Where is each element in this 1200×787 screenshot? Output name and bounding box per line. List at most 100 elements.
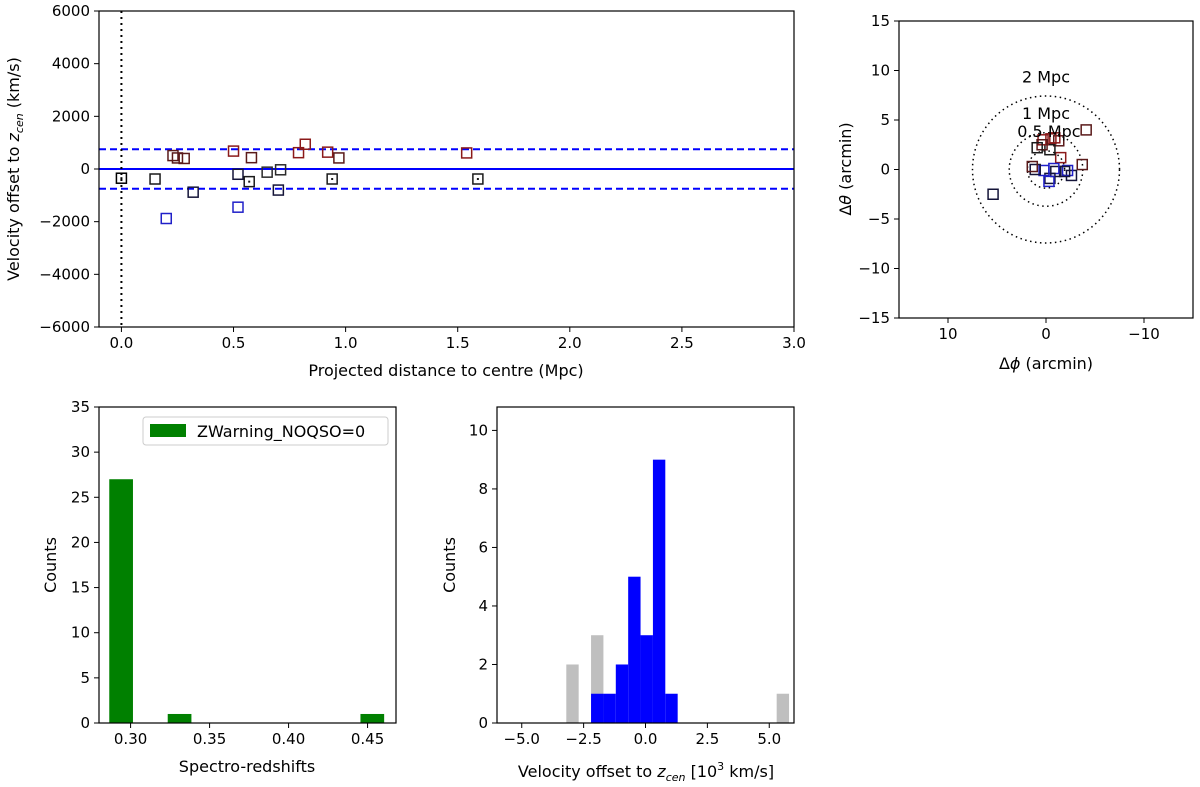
galaxy-point	[187, 186, 199, 198]
redshift-legend-swatch	[150, 424, 186, 437]
galaxy-point	[321, 146, 334, 158]
velocity-histogram-panel: −5.0 −2.5 0.0 2.5 5.0 0 2 4 6 8 10 Velocity offset…	[440, 406, 795, 784]
sky-map-ytick-label: 5	[880, 111, 890, 129]
member-velocity-bar	[665, 693, 678, 723]
galaxy-point	[460, 147, 473, 159]
galaxy-position	[1038, 164, 1050, 177]
velocity-distance-ylabel-sub: cen	[13, 113, 26, 133]
redshift-histogram-ytick-label: 20	[71, 533, 90, 551]
aperture-label: 0.5 Mpc	[1017, 122, 1080, 141]
velocity-distance-xtick-label: 1.5	[446, 334, 470, 352]
all-velocity-bar	[776, 693, 790, 723]
velocity-distance-xtick-label: 2.5	[670, 334, 694, 352]
galaxy-position	[1058, 165, 1071, 178]
galaxy-point	[292, 146, 305, 159]
velocity-histogram-ytick-label: 4	[478, 597, 488, 615]
sky-map-xtick-label: 10	[938, 325, 957, 343]
galaxy-position	[1044, 172, 1056, 185]
velocity-distance-panel: 0.0 0.5 1.0 1.5 2.0 2.5 3.0 −6000 −4000 −2000 0 200…	[4, 2, 806, 380]
sky-map-frame	[898, 20, 1194, 319]
velocity-distance-ylabel-main: Velocity offset to	[4, 142, 23, 281]
galaxy-point-center	[248, 180, 251, 183]
redshift-histogram-ytick-label: 25	[71, 488, 90, 506]
velocity-histogram-xtick-label: 0.0	[634, 730, 658, 748]
sky-map-ytick-label: 15	[871, 12, 890, 30]
velocity-distance-ylabel-unit: (km/s)	[4, 57, 23, 113]
galaxy-point	[171, 152, 184, 164]
galaxy-point	[272, 184, 285, 196]
all-velocity-bar	[566, 664, 579, 723]
galaxy-position	[1050, 165, 1062, 178]
sky-map-xlabel-var: ϕ	[1010, 354, 1021, 373]
redshift-histogram-xtick-label: 0.40	[272, 730, 305, 748]
redshift-bar	[109, 479, 133, 723]
velocity-distance-ytick-label: 4000	[52, 55, 90, 73]
redshift-legend: ZWarning_NOQSO=0	[142, 416, 389, 446]
galaxy-point	[261, 166, 273, 178]
galaxy-point	[299, 138, 312, 150]
velocity-histogram-frame	[496, 406, 795, 724]
redshift-histogram-xtick-label: 0.30	[114, 730, 147, 748]
velocity-distance-xlabel: Projected distance to centre (Mpc)	[308, 361, 583, 380]
galaxy-point-center	[476, 178, 479, 181]
galaxy-point	[160, 212, 173, 225]
redshift-histogram-ytick-label: 0	[80, 714, 90, 732]
aperture-circle	[971, 95, 1121, 244]
member-velocity-bar	[628, 576, 641, 723]
galaxy-point	[333, 152, 345, 164]
velocity-histogram-xlabel-main: Velocity offset to	[518, 762, 657, 781]
velocity-histogram-ytick-label: 2	[478, 655, 488, 673]
galaxy-point	[227, 145, 240, 157]
velocity-distance-frame	[98, 10, 795, 328]
sky-map-ytick-label: 0	[880, 161, 890, 179]
aperture-label: 2 Mpc	[1022, 67, 1070, 86]
galaxy-position	[1052, 135, 1065, 147]
galaxy-position	[1031, 141, 1043, 154]
sky-map-xtick-label: 0	[1041, 325, 1051, 343]
redshift-legend-box	[142, 416, 389, 446]
velocity-distance-ytick-label: −6000	[39, 318, 90, 336]
galaxy-position	[1054, 151, 1067, 164]
galaxy-point	[274, 164, 287, 176]
redshift-histogram-ytick-label: 5	[80, 669, 90, 687]
galaxy-position	[1061, 164, 1074, 177]
sky-map-ytick-label: −10	[858, 260, 890, 278]
galaxy-point-center	[120, 177, 123, 180]
galaxy-point	[149, 173, 161, 185]
sky-map-ylabel-pre: Δ	[836, 205, 855, 216]
redshift-histogram-xlabel: Spectro-redshifts	[179, 757, 315, 776]
sky-map-ytick-label: −5	[868, 210, 890, 228]
velocity-distance-xtick-label: 1.0	[334, 334, 358, 352]
velocity-histogram-ytick-label: 10	[469, 421, 488, 439]
galaxy-position	[1080, 124, 1092, 136]
galaxy-point	[243, 175, 255, 188]
velocity-histogram-xlabel-var: z	[656, 762, 666, 781]
redshift-histogram-frame	[98, 406, 397, 724]
aperture-label: 1 Mpc	[1022, 104, 1070, 123]
velocity-histogram-xlabel-unit: km/s]	[724, 762, 774, 781]
sky-map-ytick-label: −15	[858, 309, 890, 327]
aperture-circle	[1026, 150, 1066, 189]
sky-map-ylabel: Δθ (arcmin)	[836, 122, 855, 215]
velocity-histogram-xtick-label: −2.5	[565, 730, 601, 748]
galaxy-position	[1029, 163, 1041, 176]
galaxy-position	[987, 188, 999, 200]
velocity-distance-ytick-label: 0	[80, 160, 90, 178]
redshift-histogram-xtick-label: 0.35	[193, 730, 226, 748]
velocity-distance-ytick-label: −4000	[39, 265, 90, 283]
redshift-bar	[167, 713, 192, 723]
velocity-histogram-xtick-label: 2.5	[695, 730, 719, 748]
redshift-legend-label: ZWarning_NOQSO=0	[197, 422, 365, 442]
velocity-distance-xtick-label: 0.5	[222, 334, 246, 352]
sky-map-xlabel-pre: Δ	[999, 354, 1010, 373]
velocity-distance-ytick-label: 6000	[52, 2, 90, 20]
sky-map-ylabel-post: (arcmin)	[836, 122, 855, 195]
member-velocity-bar	[591, 693, 604, 723]
sky-map-ylabel-var: θ	[836, 195, 855, 205]
member-velocity-bar	[603, 693, 616, 723]
galaxy-point	[115, 172, 128, 184]
velocity-distance-xtick-label: 2.0	[558, 334, 582, 352]
velocity-histogram-xlabel-sub: cen	[666, 771, 686, 784]
redshift-histogram-ytick-label: 15	[71, 579, 90, 597]
